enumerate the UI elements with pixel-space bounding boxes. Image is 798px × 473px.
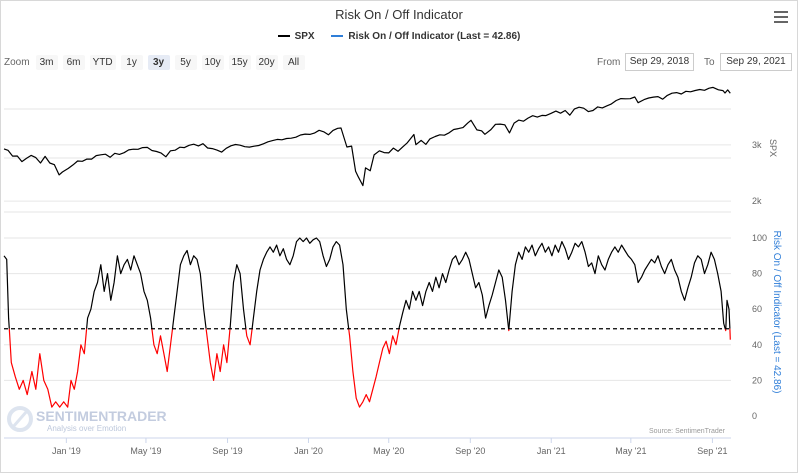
indicator-line-low-segment	[205, 328, 231, 381]
indicator-line-low-segment	[245, 328, 253, 346]
zoom-bar: Zoom 3m 6m YTD 1y 3y 5y 10y 15y 20y All	[4, 54, 310, 70]
indicator-line-segment	[86, 255, 153, 329]
indicator-tick-label: 40	[752, 340, 762, 350]
x-tick-label: Jan '21	[537, 446, 566, 456]
legend-label-indicator: Risk On / Off Indicator (Last = 42.86)	[348, 30, 521, 42]
watermark-brand: SENTIMENTRADER	[36, 408, 167, 424]
zoom-button-3y[interactable]: 3y	[147, 54, 170, 70]
legend-swatch-spx	[277, 35, 290, 37]
x-tick-label: May '21	[615, 446, 646, 456]
legend-label-spx: SPX	[294, 30, 315, 42]
indicator-line-segment	[171, 249, 207, 329]
watermark-tagline: Analysis over Emotion	[47, 424, 126, 433]
menu-bar	[774, 21, 788, 23]
range-to-label: To	[704, 57, 715, 68]
spx-axis-title: SPX	[768, 139, 778, 157]
zoom-button-10y[interactable]: 10y	[201, 54, 224, 70]
menu-bar	[774, 16, 788, 18]
indicator-tick-label: 20	[752, 375, 762, 385]
x-tick-label: May '19	[130, 446, 161, 456]
chart-title: Risk On / Off Indicator	[335, 7, 463, 22]
indicator-line-low-segment	[8, 328, 88, 408]
zoom-button-1y[interactable]: 1y	[120, 54, 143, 70]
zoom-button-6m[interactable]: 6m	[62, 54, 85, 70]
indicator-line-segment	[251, 237, 350, 329]
axes: 3k 2k 0 20 40 60 80 100 SPX Risk On / Off Indicat…	[4, 139, 782, 456]
spx-tick-label: 3k	[752, 140, 762, 150]
zoom-button-20y[interactable]: 20y	[255, 54, 278, 70]
x-tick-label: Sep '21	[697, 446, 727, 456]
legend: SPX Risk On / Off Indicator (Last = 42.8…	[0, 29, 798, 42]
indicator-line-segment	[3, 255, 10, 329]
indicator-line-low-segment	[151, 328, 174, 373]
zoom-button-all[interactable]: All	[282, 54, 305, 70]
watermark-logo-icon	[7, 406, 33, 432]
indicator-tick-label: 0	[752, 411, 757, 421]
indicator-tick-label: 80	[752, 269, 762, 279]
range-from-label: From	[597, 57, 621, 68]
zoom-button-15y[interactable]: 15y	[228, 54, 251, 70]
spx-line	[3, 86, 731, 187]
zoom-label: Zoom	[4, 56, 30, 68]
source-label: Source: SentimenTrader	[649, 428, 726, 435]
x-tick-label: Jan '19	[52, 446, 81, 456]
spx-tick-label: 2k	[752, 196, 762, 206]
x-tick-label: Sep '20	[455, 446, 485, 456]
gridlines	[4, 108, 731, 381]
legend-item-spx[interactable]: SPX	[277, 30, 315, 42]
indicator-series	[3, 237, 731, 408]
indicator-line-segment	[725, 299, 731, 329]
indicator-line-low-segment	[724, 328, 727, 332]
indicator-line-segment	[229, 264, 247, 329]
indicator-tick-label: 60	[752, 304, 762, 314]
x-tick-label: May '20	[373, 446, 404, 456]
indicator-line-low-segment	[348, 328, 400, 408]
x-tick-label: Sep '19	[212, 446, 242, 456]
zoom-button-3m[interactable]: 3m	[35, 54, 58, 70]
range-to-input[interactable]: Sep 29, 2021	[720, 53, 792, 71]
menu-bar	[774, 11, 788, 13]
zoom-button-ytd[interactable]: YTD	[89, 54, 116, 70]
x-tick-label: Jan '20	[294, 446, 323, 456]
indicator-tick-label: 100	[752, 233, 767, 243]
legend-item-indicator[interactable]: Risk On / Off Indicator (Last = 42.86)	[331, 31, 520, 42]
range-from-input[interactable]: Sep 29, 2018	[625, 53, 694, 71]
indicator-line-segment	[508, 241, 726, 329]
hamburger-menu-icon[interactable]	[774, 11, 788, 23]
zoom-button-5y[interactable]: 5y	[174, 54, 197, 70]
legend-swatch-indicator	[331, 35, 344, 37]
watermark: SENTIMENTRADER Analysis over Emotion	[7, 406, 167, 433]
spx-series	[3, 86, 731, 187]
indicator-axis-title: Risk On / Off Indicator (Last = 42.86)	[771, 231, 782, 394]
indicator-line-segment	[398, 251, 510, 329]
